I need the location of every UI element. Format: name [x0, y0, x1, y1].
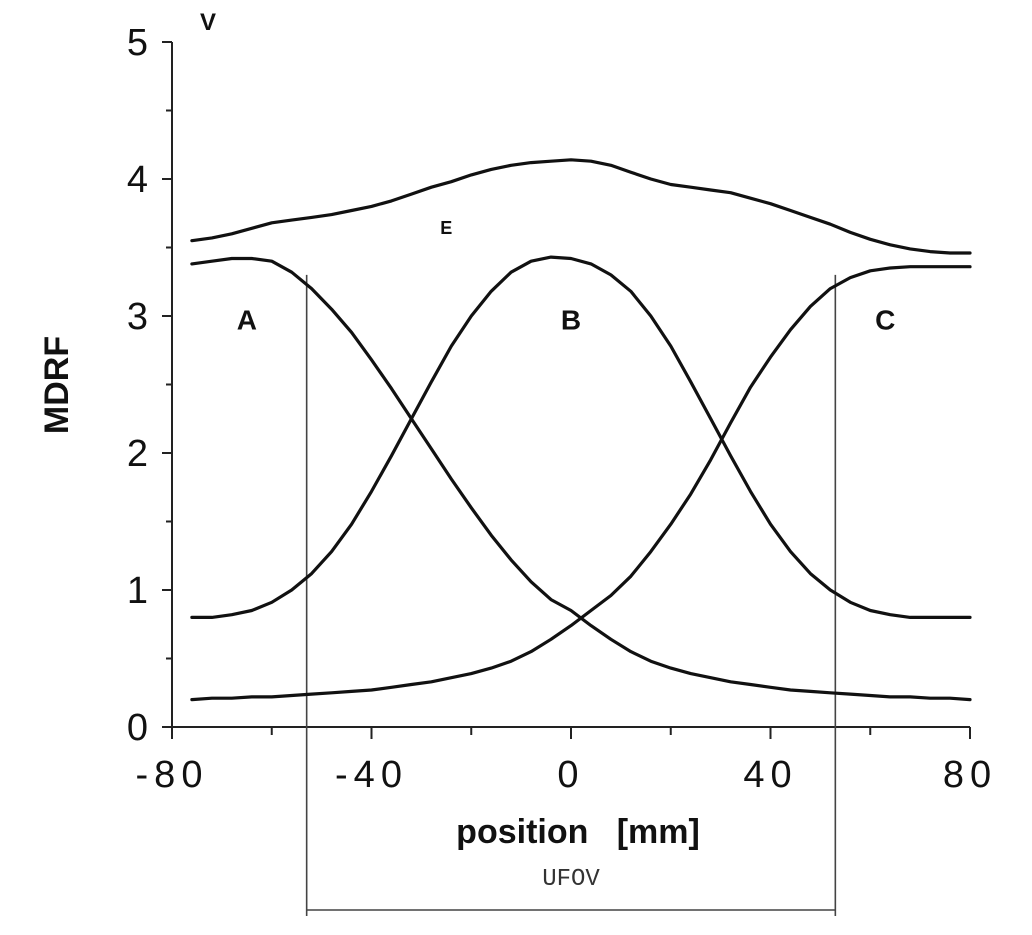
- y-axis-title: MDRF: [38, 336, 76, 434]
- y-tick-label-4: 4: [127, 159, 148, 201]
- ufov-label: UFOV: [542, 866, 600, 893]
- y-tick-label-2: 2: [127, 433, 148, 475]
- y-tick-label-5: 5: [127, 22, 148, 64]
- x-axis-title: position [mm]: [456, 813, 700, 851]
- curves-layer: [190, 158, 972, 702]
- y-tick-label-3: 3: [127, 296, 148, 338]
- curve-label-a: A: [237, 305, 257, 336]
- ufov-layer: UFOV: [305, 274, 837, 916]
- x-tick-label-40: 40: [743, 754, 797, 796]
- curve-label-b: B: [561, 305, 581, 336]
- y-tick-label-0: 0: [127, 707, 148, 749]
- y-unit-label: V: [200, 9, 216, 36]
- series-c-line: [190, 265, 972, 702]
- x-tick-label--40: -40: [335, 754, 408, 796]
- series-e-line: [190, 158, 972, 255]
- ticks-layer: 0 1 2 3 4 5 -80 -40 0 40 80: [127, 22, 997, 796]
- y-tick-label-1: 1: [127, 570, 148, 612]
- curve-label-c: C: [875, 305, 895, 336]
- curve-label-e: E: [440, 218, 452, 238]
- curve-labels-layer: A B C E: [237, 218, 896, 336]
- x-tick-label-0: 0: [557, 754, 584, 796]
- x-tick-label-80: 80: [943, 754, 997, 796]
- series-b-line: [190, 255, 972, 620]
- x-tick-label--80: -80: [136, 754, 209, 796]
